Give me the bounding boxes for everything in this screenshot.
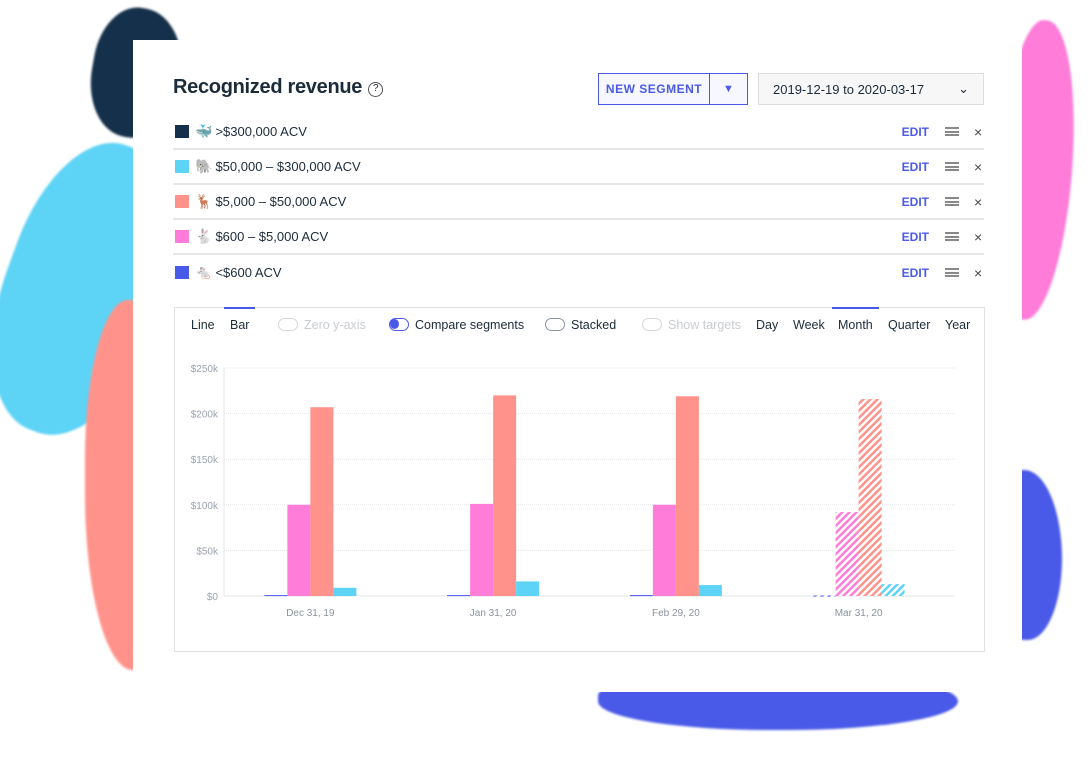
segment-label: $50,000 – $300,000 ACV	[215, 159, 361, 174]
toggle-icon	[278, 318, 298, 331]
toggle-icon	[642, 318, 662, 331]
bar[interactable]	[698, 585, 722, 596]
help-icon[interactable]: ?	[368, 82, 384, 97]
segment-row: 🐳 >$300,000 ACV EDIT ×	[173, 115, 984, 150]
bar[interactable]	[287, 504, 311, 596]
bar[interactable]	[264, 595, 288, 597]
segment-color-swatch	[175, 160, 189, 173]
x-tick-label: Jan 31, 20	[470, 608, 517, 619]
bar[interactable]	[858, 399, 882, 596]
segment-row: 🐇 $600 – $5,000 ACV EDIT ×	[173, 220, 984, 255]
edit-segment-button[interactable]: EDIT	[901, 229, 929, 244]
y-tick-label: $100k	[191, 501, 219, 512]
x-tick-label: Feb 29, 20	[652, 608, 700, 619]
x-tick-label: Dec 31, 19	[286, 608, 335, 619]
segment-emoji-icon: 🐇	[195, 228, 213, 244]
chart-panel: Line Bar Zero y-axis Compare segments St…	[174, 307, 985, 652]
segment-row: 🦌 $5,000 – $50,000 ACV EDIT ×	[173, 185, 984, 220]
drag-handle-icon[interactable]	[945, 127, 959, 136]
remove-segment-icon[interactable]: ×	[974, 158, 983, 175]
segment-label: $5,000 – $50,000 ACV	[215, 194, 347, 209]
segment-emoji-icon: 🐘	[195, 158, 213, 174]
segment-list: 🐳 >$300,000 ACV EDIT × 🐘 $50,000 – $300,…	[173, 115, 984, 290]
edit-segment-button[interactable]: EDIT	[901, 194, 929, 209]
y-tick-label: $250k	[191, 364, 219, 375]
y-tick-label: $200k	[191, 410, 219, 421]
revenue-bar-chart: $0 $50k $100k $150k $200k $250k Dec 31, 19 Jan …	[191, 364, 955, 619]
segment-emoji-icon: 🐳	[195, 123, 213, 139]
bar[interactable]	[310, 407, 334, 596]
drag-handle-icon[interactable]	[945, 268, 959, 277]
show-targets-toggle[interactable]: Show targets	[642, 318, 741, 332]
remove-segment-icon[interactable]: ×	[974, 228, 983, 245]
date-range-select[interactable]: 2019-12-19 to 2020-03-17 ⌄	[758, 73, 984, 105]
revenue-card: Recognized revenue? NEW SEGMENT ▼ 2019-1…	[133, 40, 1022, 692]
bar[interactable]	[447, 595, 471, 597]
new-segment-button[interactable]: NEW SEGMENT	[599, 74, 710, 104]
bar[interactable]	[629, 595, 653, 597]
tab-year[interactable]: Year	[945, 318, 971, 332]
page-title: Recognized revenue?	[173, 76, 384, 99]
tab-line[interactable]: Line	[191, 318, 215, 332]
bar[interactable]	[812, 595, 836, 597]
bar[interactable]	[470, 503, 494, 596]
segment-color-swatch	[175, 125, 189, 138]
tab-month[interactable]: Month	[832, 307, 879, 332]
bar[interactable]	[516, 581, 540, 596]
edit-segment-button[interactable]: EDIT	[901, 159, 929, 174]
segment-row: 🐘 $50,000 – $300,000 ACV EDIT ×	[173, 150, 984, 185]
drag-handle-icon[interactable]	[945, 197, 959, 206]
edit-segment-button[interactable]: EDIT	[901, 265, 929, 280]
x-tick-label: Mar 31, 20	[835, 608, 883, 619]
segment-row: 🐁 <$600 ACV EDIT ×	[173, 255, 984, 290]
bar[interactable]	[333, 587, 357, 596]
drag-handle-icon[interactable]	[945, 232, 959, 241]
tab-week[interactable]: Week	[793, 318, 825, 332]
bar[interactable]	[652, 504, 676, 596]
bar[interactable]	[493, 395, 517, 596]
toggle-icon	[545, 318, 565, 331]
remove-segment-icon[interactable]: ×	[974, 264, 983, 281]
segment-label: <$600 ACV	[215, 265, 282, 280]
stacked-toggle[interactable]: Stacked	[545, 318, 616, 332]
y-tick-label: $50k	[196, 546, 219, 557]
segment-emoji-icon: 🐁	[195, 264, 213, 280]
segment-label: $600 – $5,000 ACV	[215, 229, 329, 244]
segment-label: >$300,000 ACV	[215, 124, 307, 139]
tab-bar[interactable]: Bar	[223, 307, 257, 332]
tab-quarter[interactable]: Quarter	[888, 318, 931, 332]
remove-segment-icon[interactable]: ×	[974, 193, 983, 210]
caret-down-icon[interactable]: ▼	[723, 83, 734, 95]
toggle-icon	[389, 318, 409, 331]
bar[interactable]	[675, 396, 699, 596]
segment-color-swatch	[175, 195, 189, 208]
edit-segment-button[interactable]: EDIT	[901, 124, 929, 139]
segment-color-swatch	[175, 230, 189, 243]
bar[interactable]	[881, 584, 905, 596]
segment-emoji-icon: 🦌	[195, 193, 213, 209]
segment-color-swatch	[175, 266, 189, 279]
new-segment-button-group: NEW SEGMENT ▼	[598, 73, 748, 105]
tab-day[interactable]: Day	[756, 318, 779, 332]
date-range-value: 2019-12-19 to 2020-03-17	[773, 81, 925, 97]
y-tick-label: $150k	[191, 455, 219, 466]
zero-y-axis-toggle[interactable]: Zero y-axis	[278, 318, 366, 332]
bar[interactable]	[835, 512, 859, 596]
chevron-down-icon: ⌄	[958, 81, 969, 96]
compare-segments-toggle[interactable]: Compare segments	[389, 318, 524, 332]
y-tick-label: $0	[207, 592, 219, 603]
remove-segment-icon[interactable]: ×	[974, 123, 983, 140]
drag-handle-icon[interactable]	[945, 162, 959, 171]
